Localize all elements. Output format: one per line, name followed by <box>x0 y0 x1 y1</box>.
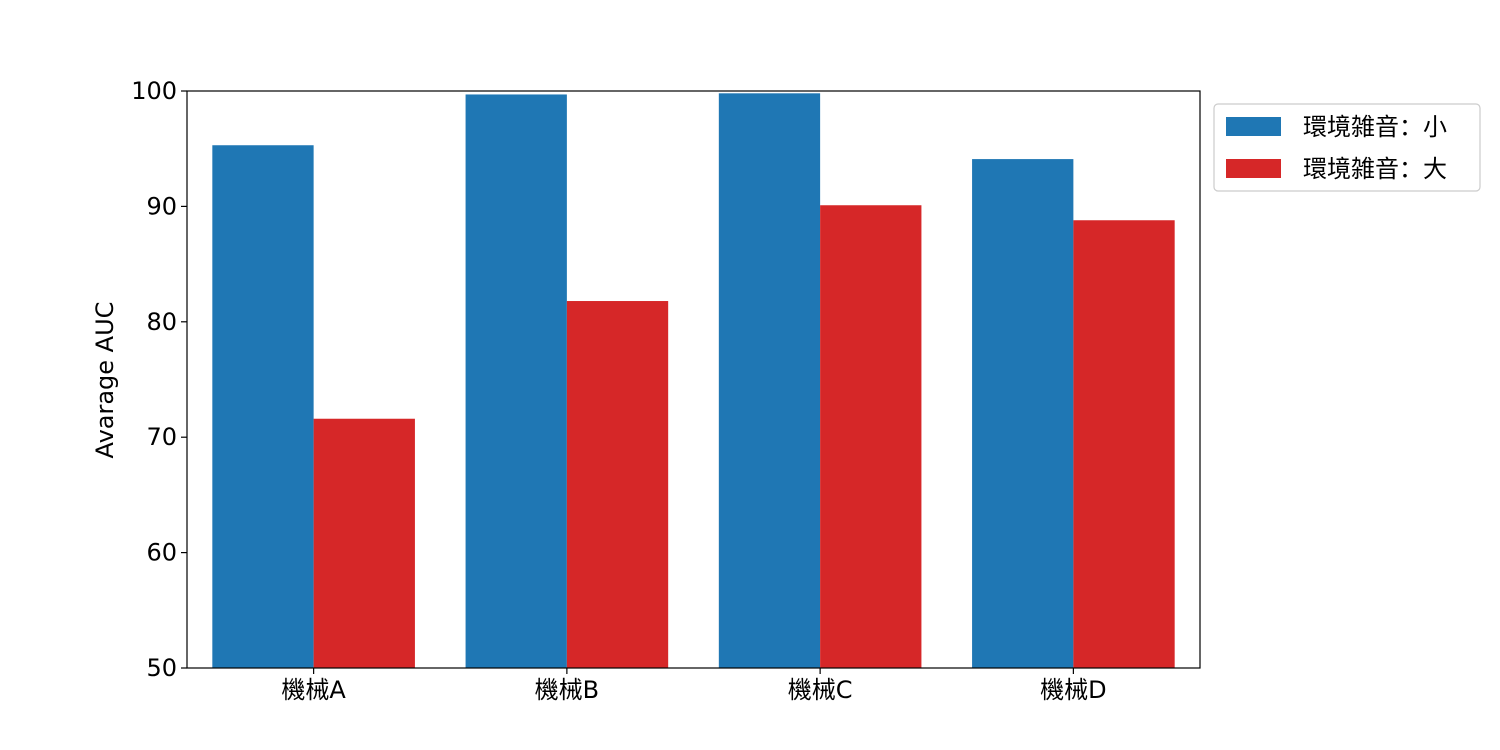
bar-series-2-4 <box>1073 220 1175 669</box>
bar-series-1-4 <box>972 159 1074 668</box>
bar-series-1-3 <box>718 93 821 669</box>
legend-swatch <box>1226 159 1281 178</box>
bar-series-2-3 <box>820 205 922 668</box>
x-axis: 機械A 機械B 機械C 機械D <box>281 668 1107 704</box>
x-tick-label: 機械A <box>281 676 346 704</box>
y-tick-label: 80 <box>146 308 177 336</box>
plot-area-frame <box>186 90 1201 669</box>
legend-label: 環境雑音：大 <box>1303 155 1447 183</box>
bar-series-1-1 <box>212 145 314 668</box>
bar-series-1-2 <box>465 94 567 669</box>
y-tick-label: 70 <box>146 423 177 451</box>
legend-swatch <box>1226 117 1281 136</box>
legend-label: 環境雑音：小 <box>1303 113 1447 141</box>
bar-series-2-1 <box>313 418 415 668</box>
bar-series-2-2 <box>566 301 669 668</box>
x-tick-label: 機械B <box>535 676 599 704</box>
y-axis-label: Avarage AUC <box>91 302 119 459</box>
y-axis: 50 60 70 80 90 100 <box>131 77 187 682</box>
y-tick-label: 50 <box>146 654 177 682</box>
x-tick-label: 機械C <box>788 676 853 704</box>
y-tick-label: 100 <box>131 77 177 105</box>
x-tick-label: 機械D <box>1040 676 1106 704</box>
bars-layer <box>212 93 1175 669</box>
y-tick-label: 60 <box>146 539 177 567</box>
y-tick-label: 90 <box>146 192 177 220</box>
